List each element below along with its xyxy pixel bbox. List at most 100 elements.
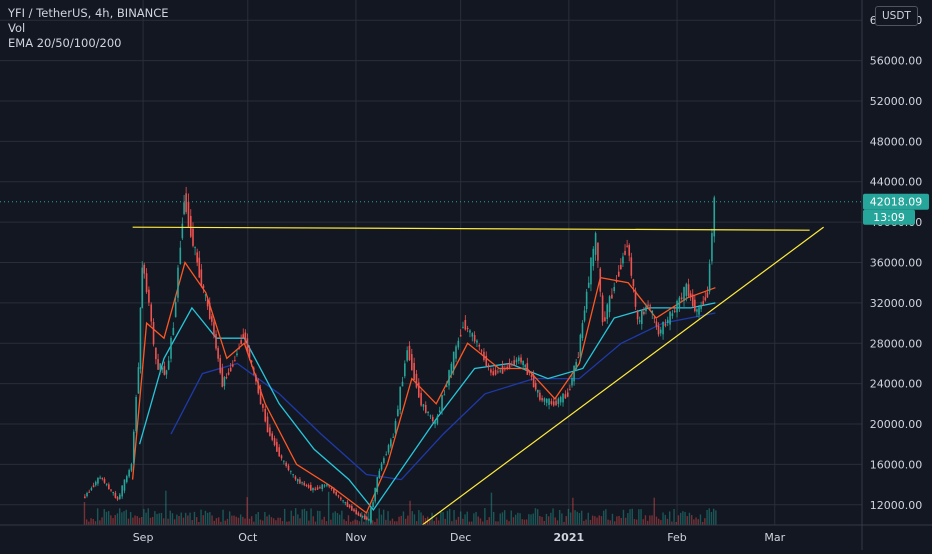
volume-bar: [165, 490, 167, 525]
candle-body: [452, 351, 455, 371]
candle-body: [198, 257, 201, 278]
candle-body: [653, 317, 656, 319]
volume-bar: [349, 521, 352, 525]
volume-bar: [565, 516, 567, 525]
candle-body: [497, 371, 499, 373]
volume-bar: [158, 513, 160, 525]
candle-body: [225, 377, 228, 379]
candle-body: [312, 487, 314, 491]
volume-bar: [316, 510, 319, 525]
candle-body: [221, 368, 224, 387]
candle-body: [522, 360, 524, 366]
candle-body: [213, 322, 215, 336]
candle-body: [229, 367, 232, 372]
time-tick-label: Dec: [450, 531, 471, 544]
candle-body: [363, 515, 366, 520]
candle-body: [368, 519, 370, 521]
candle-body: [711, 233, 713, 262]
candle-body: [88, 491, 91, 493]
volume-bar: [638, 509, 640, 525]
candle-body: [326, 484, 328, 486]
candle-body: [305, 484, 308, 486]
legend-symbol[interactable]: YFI / TetherUS, 4h, BINANCE: [8, 6, 169, 20]
volume-bar: [490, 492, 493, 525]
volume-bar: [545, 513, 548, 525]
volume-bar: [473, 513, 475, 525]
volume-bar: [323, 516, 325, 525]
candle-body: [706, 292, 709, 298]
volume-bar: [101, 517, 103, 525]
volume-bar: [662, 512, 664, 525]
candle-body: [255, 374, 257, 382]
time-tick-label: Mar: [764, 531, 785, 544]
volume-bar: [512, 517, 515, 525]
volume-bar: [299, 518, 301, 525]
candle-body: [348, 505, 351, 508]
volume-bar: [253, 521, 255, 525]
candle-body: [647, 304, 649, 306]
volume-bar: [594, 516, 596, 525]
candle-body: [330, 487, 333, 490]
volume-bar: [572, 497, 574, 525]
candle-body: [573, 365, 575, 382]
candle-body: [314, 488, 317, 490]
volume-bar: [314, 521, 317, 525]
volume-bar: [627, 513, 629, 525]
candle-body: [292, 474, 294, 476]
candle-body: [469, 330, 471, 333]
price-tick-label: 56000.00: [870, 55, 923, 68]
candle-body: [455, 346, 457, 359]
volume-bar: [409, 500, 411, 525]
legend-ema[interactable]: EMA 20/50/100/200: [8, 36, 122, 50]
volume-bar: [132, 517, 134, 525]
trendlines[interactable]: [132, 226, 824, 526]
volume-bars: [83, 490, 717, 525]
price-series: [84, 186, 716, 525]
candle-body: [569, 389, 571, 391]
candle-body: [694, 299, 696, 312]
volume-bar: [578, 512, 581, 525]
volume-bar: [222, 509, 224, 525]
candle-body: [579, 334, 582, 357]
volume-bar: [629, 509, 631, 525]
price-tick-label: 12000.00: [870, 499, 923, 512]
legend-volume[interactable]: Vol: [8, 21, 26, 35]
candle-body: [390, 439, 392, 447]
volume-bar: [455, 519, 457, 525]
volume-bar: [459, 511, 462, 525]
candle-body: [217, 348, 219, 359]
candle-body: [501, 365, 504, 374]
volume-bar: [666, 518, 669, 525]
candle-body: [562, 393, 564, 403]
candle-body: [659, 329, 662, 334]
candle-body: [240, 340, 242, 345]
volume-bar: [596, 517, 598, 525]
volume-bar: [156, 513, 158, 525]
volume-bar: [147, 508, 149, 525]
volume-bar: [550, 512, 552, 525]
volume-bar: [244, 518, 246, 525]
volume-bar: [495, 521, 497, 525]
candle-body: [404, 363, 406, 377]
candle-body: [583, 310, 586, 321]
volume-bar: [466, 511, 468, 525]
candle-body: [294, 476, 297, 480]
volume-bar: [374, 521, 376, 525]
volume-bar: [552, 508, 554, 525]
candle-body: [246, 338, 249, 353]
candle-body: [508, 363, 511, 369]
volume-bar: [622, 509, 625, 525]
currency-button[interactable]: USDT: [875, 6, 918, 26]
candle-body: [478, 345, 481, 347]
volume-bar: [134, 515, 136, 525]
volume-bar: [453, 510, 455, 525]
candle-body: [613, 286, 616, 292]
candle-body: [280, 455, 283, 459]
time-tick-label: Nov: [345, 531, 367, 544]
volume-bar: [330, 519, 332, 525]
candle-body: [541, 398, 543, 401]
volume-bar: [393, 521, 396, 525]
volume-bar: [371, 520, 374, 525]
